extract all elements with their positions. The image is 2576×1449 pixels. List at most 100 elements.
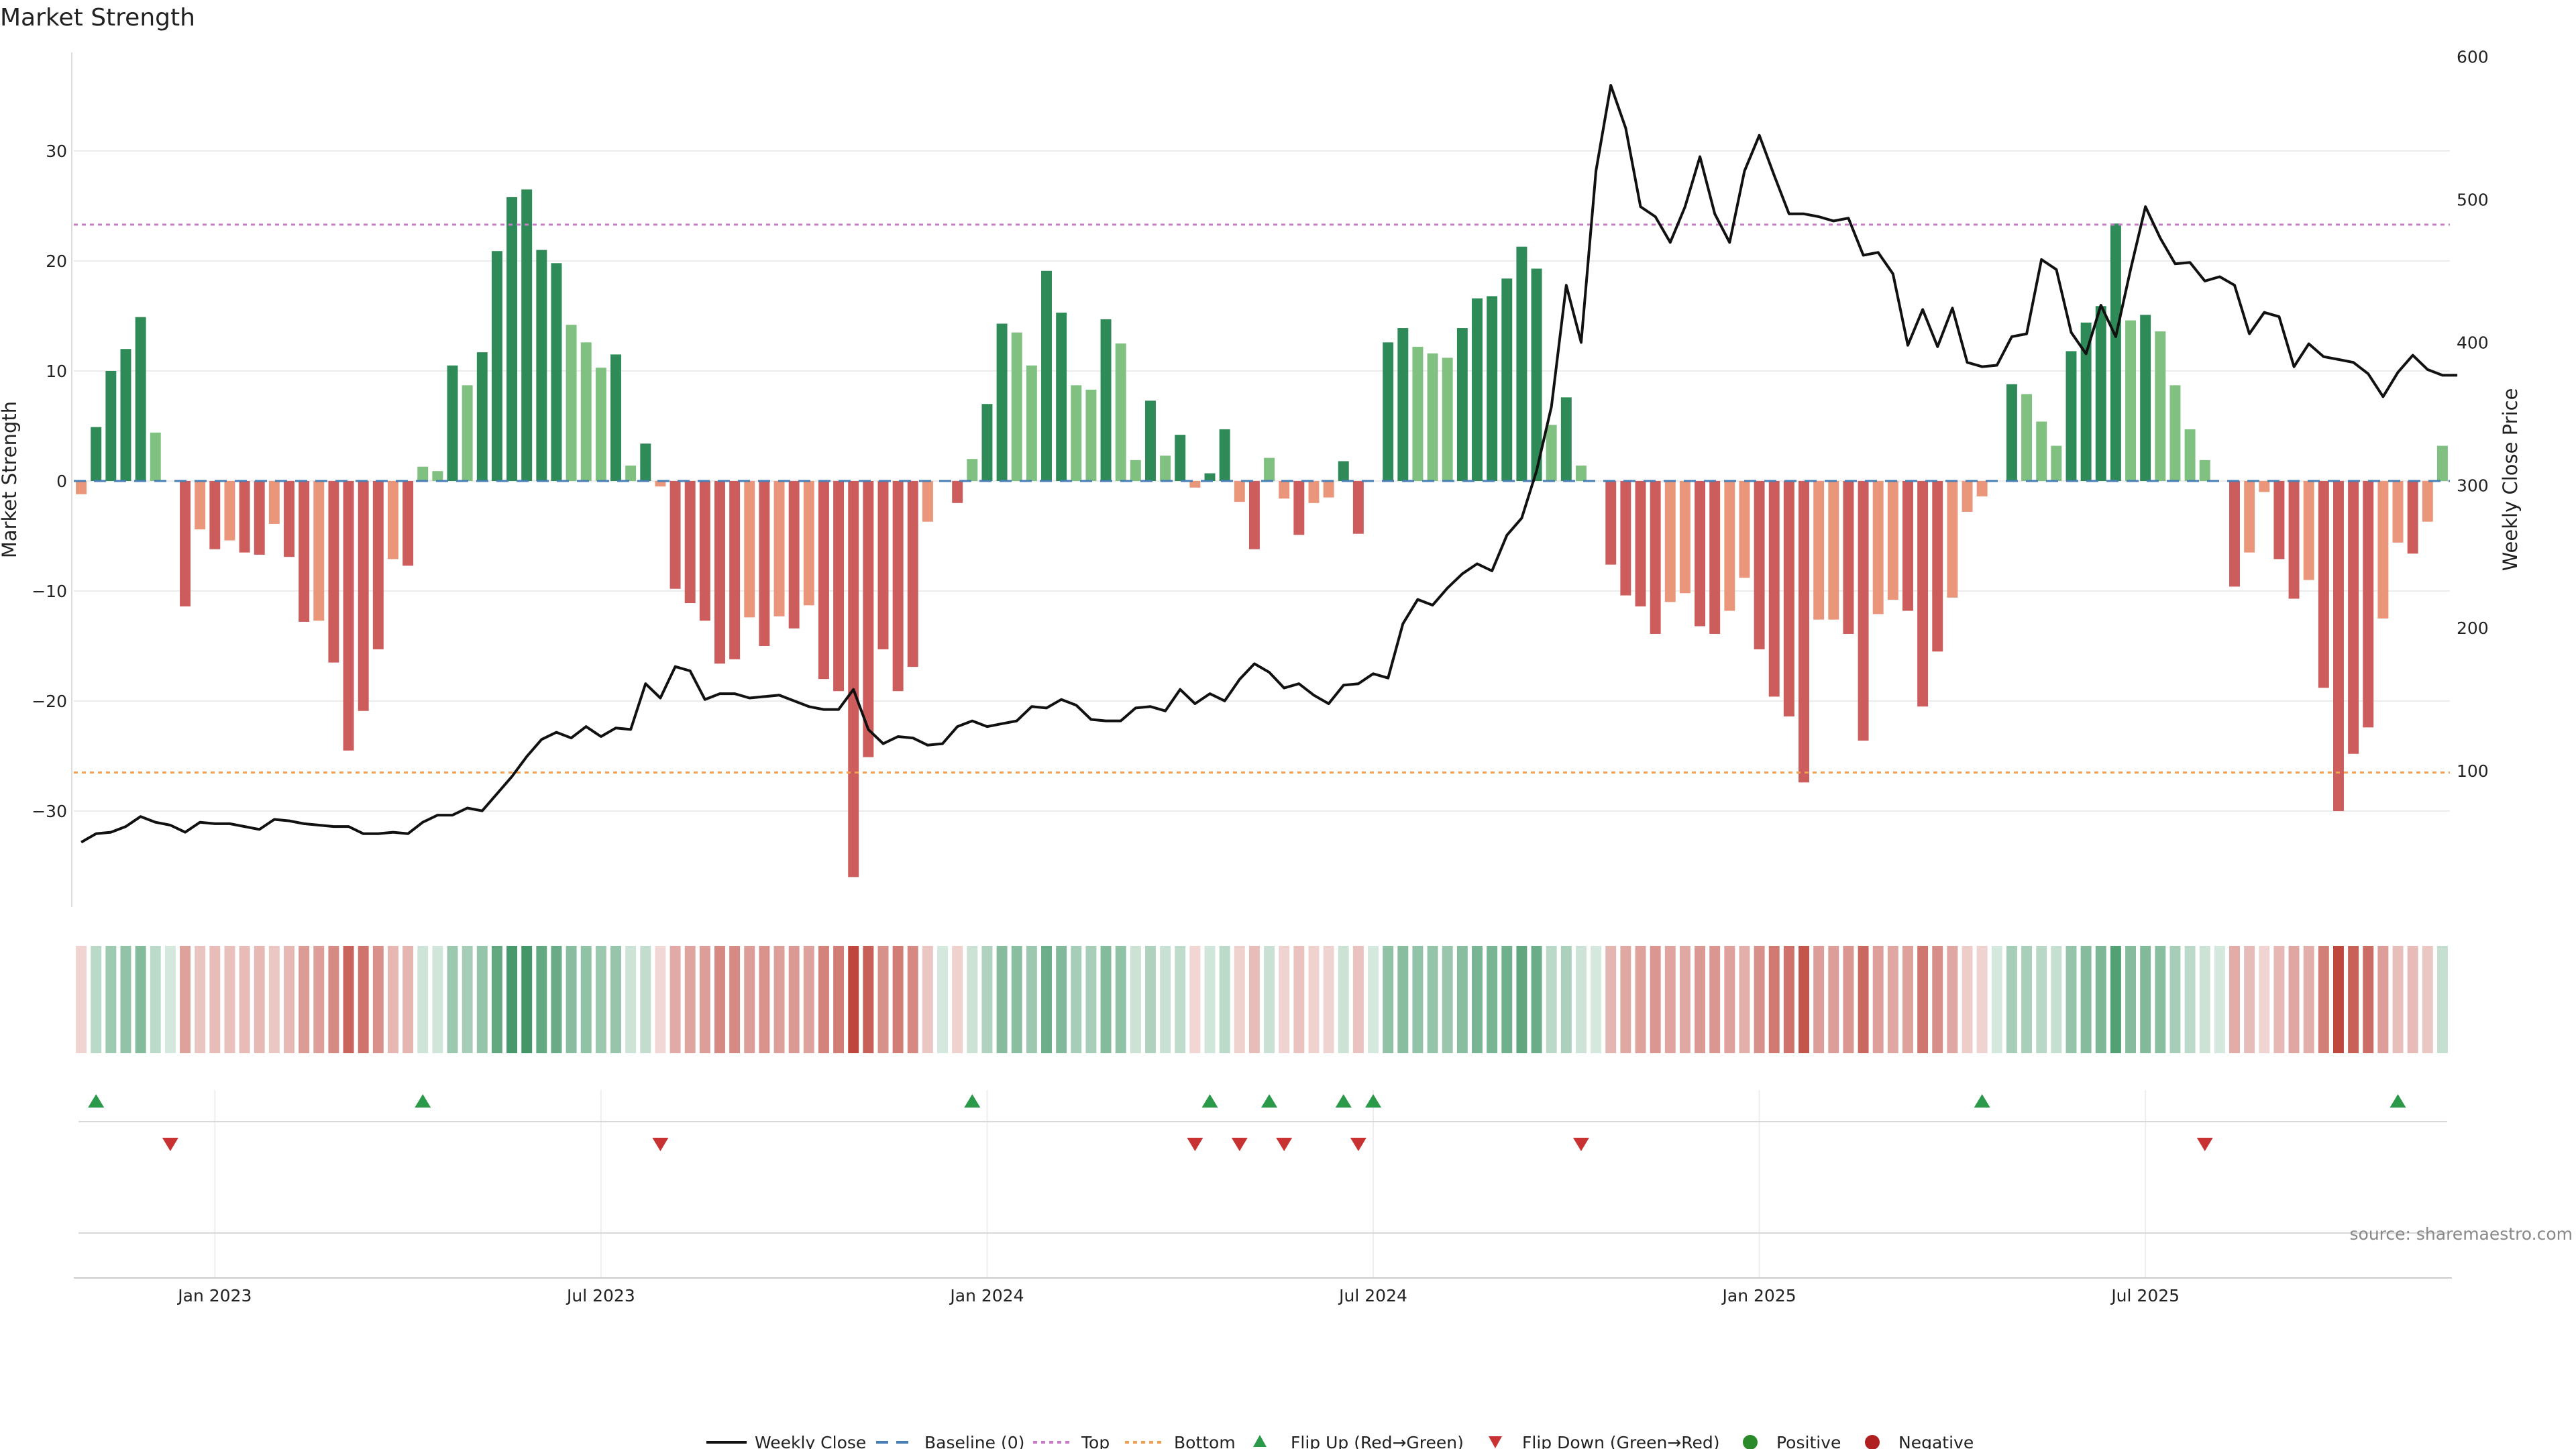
strength-bar — [239, 481, 250, 553]
strength-bar — [1264, 458, 1275, 481]
strength-bar — [135, 317, 146, 481]
heat-cell — [1709, 946, 1721, 1053]
heat-cell — [625, 946, 637, 1053]
heat-cell — [2051, 946, 2062, 1053]
heat-cell — [1264, 946, 1275, 1053]
heat-cell — [447, 946, 458, 1053]
strength-bar — [566, 325, 577, 481]
strength-bar — [610, 354, 621, 481]
strength-bar — [2036, 421, 2047, 481]
strength-bar — [1575, 466, 1587, 481]
strength-bar — [2169, 385, 2181, 481]
heat-cell — [2080, 946, 2092, 1053]
heat-cell — [655, 946, 666, 1053]
strength-bar — [1412, 346, 1424, 481]
heat-cell — [773, 946, 785, 1053]
strength-bar — [1917, 481, 1929, 707]
strength-bar — [863, 481, 874, 757]
heat-cell — [1768, 946, 1780, 1053]
legend-positive-icon — [1743, 1435, 1758, 1449]
heat-cell — [1546, 946, 1557, 1053]
heat-cell — [164, 946, 176, 1053]
heat-cell — [863, 946, 874, 1053]
strength-bar — [1293, 481, 1305, 535]
heat-cell — [2392, 946, 2404, 1053]
x-tick-label: Jul 2025 — [2110, 1286, 2180, 1305]
heat-cell — [1248, 946, 1260, 1053]
strength-bar — [1472, 298, 1483, 481]
heat-cell — [669, 946, 681, 1053]
strength-bar — [699, 481, 710, 621]
heat-cell — [2036, 946, 2047, 1053]
heat-cell — [759, 946, 770, 1053]
strength-bar — [1160, 455, 1171, 481]
right-tick-label: 100 — [2457, 761, 2489, 781]
right-tick-label: 300 — [2457, 476, 2489, 495]
strength-bar — [1531, 268, 1542, 481]
left-tick-label: −20 — [32, 692, 67, 711]
heat-cell — [1516, 946, 1527, 1053]
heat-cell — [1427, 946, 1438, 1053]
strength-bar — [432, 471, 443, 481]
heat-cell — [1664, 946, 1676, 1053]
heat-cell — [1442, 946, 1453, 1053]
strength-bar — [1175, 435, 1186, 481]
strength-bar — [714, 481, 725, 664]
heat-cell — [1724, 946, 1735, 1053]
right-tick-label: 500 — [2457, 191, 2489, 210]
strength-bar — [1352, 481, 1364, 534]
heat-cell — [1204, 946, 1216, 1053]
strength-bar — [2110, 223, 2121, 481]
x-tick-label: Jan 2025 — [1721, 1286, 1796, 1305]
strength-bar — [180, 481, 191, 606]
source-text: source: sharemaestro.com — [2350, 1224, 2573, 1244]
heat-cell — [1887, 946, 1898, 1053]
heat-cell — [2273, 946, 2285, 1053]
flip-up-icon — [1365, 1094, 1382, 1108]
strength-bar — [744, 481, 755, 618]
heat-cell — [2169, 946, 2181, 1053]
strength-bar — [1308, 481, 1320, 503]
strength-bar — [1115, 343, 1126, 481]
strength-bar — [254, 481, 265, 555]
heat-cell — [551, 946, 562, 1053]
strength-bar — [1546, 425, 1557, 481]
vertical-grid-lines — [214, 1090, 2147, 1278]
strength-bar — [551, 263, 562, 481]
strength-bar — [1799, 481, 1809, 783]
heat-cell — [2140, 946, 2151, 1053]
strength-bar — [1813, 481, 1825, 620]
left-tick-label: 10 — [46, 362, 67, 381]
strength-bar — [922, 481, 933, 522]
heat-cell — [833, 946, 845, 1053]
heat-cell — [432, 946, 443, 1053]
strength-bar — [1724, 481, 1735, 611]
heat-cell — [417, 946, 429, 1053]
strength-bar — [684, 481, 696, 604]
strength-bar — [1071, 385, 1082, 481]
heat-cell — [2095, 946, 2106, 1053]
strength-bar — [1739, 481, 1750, 578]
heat-cell — [1189, 946, 1201, 1053]
heat-cell — [2377, 946, 2389, 1053]
legend: Weekly Close Baseline (0) Top Bottom Fli… — [706, 1433, 1974, 1449]
strength-bar — [387, 481, 398, 559]
strength-bar — [2407, 481, 2418, 554]
heat-cell — [1575, 946, 1587, 1053]
heat-cell — [1679, 946, 1690, 1053]
strength-bar — [1397, 328, 1409, 481]
strength-bar — [2095, 306, 2106, 481]
strength-bar — [788, 481, 800, 629]
strength-heat-strip — [76, 946, 2448, 1053]
heat-cell — [1783, 946, 1794, 1053]
strength-bar — [299, 481, 310, 622]
heat-cell — [1383, 946, 1394, 1053]
heat-cell — [2318, 946, 2329, 1053]
flip-up-icon — [1335, 1094, 1352, 1108]
legend-bottom: Bottom — [1174, 1433, 1236, 1449]
left-tick-label: −30 — [32, 802, 67, 821]
heat-cell — [640, 946, 651, 1053]
strength-bar — [1026, 365, 1037, 481]
heat-cell — [1041, 946, 1052, 1053]
